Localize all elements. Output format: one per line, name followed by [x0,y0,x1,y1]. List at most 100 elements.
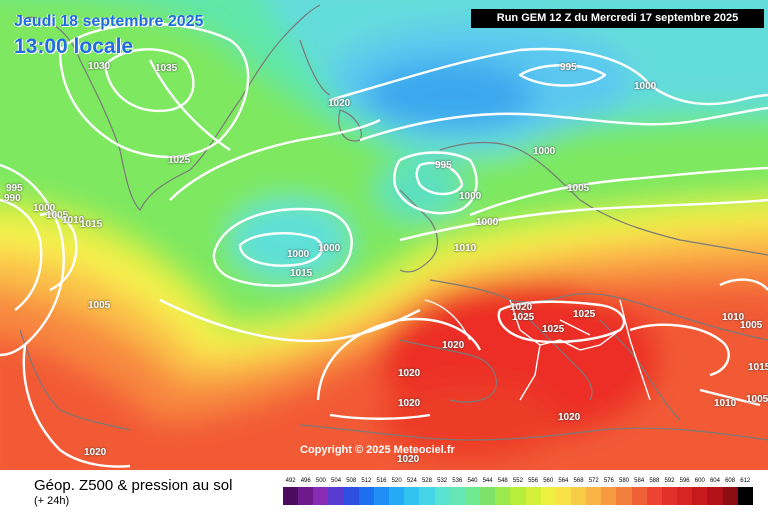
color-scale-swatch [358,487,374,505]
color-scale-swatch [722,487,738,505]
color-scale-swatch [328,487,344,505]
color-scale-swatch [540,487,556,505]
isobar-label: 1025 [542,324,565,335]
color-scale-swatch [737,487,753,505]
isobar-label: 1010 [454,243,477,254]
color-scale-tick-label: 492 [285,478,296,484]
isobar-label: 1005 [46,210,69,221]
isobar-label: 1005 [88,300,111,311]
color-scale-tick-label: 512 [361,478,372,484]
isobar-label: 1020 [510,302,533,313]
isobar-label: 1020 [84,447,107,458]
color-scale-tick-label: 552 [512,478,523,484]
isobar-label: 1000 [476,217,499,228]
isobar-label: 1030 [88,61,111,72]
color-scale-swatch [419,487,435,505]
forecast-local-time: 13:00 locale [14,35,134,58]
isobar-label: 1010 [62,215,85,226]
isobar-label: 1020 [398,398,421,409]
isobar-label: 990 [4,193,21,204]
isobar-label: 1015 [80,219,103,230]
color-scale-swatch [373,487,390,505]
isobar-label: 1015 [290,268,313,279]
isobar-label: 1000 [33,203,56,214]
color-scale-ticks: 492 496 500 504 508 512 516 520 524 528 532 536 540 5… [283,478,753,484]
isobar-label: 1000 [318,243,341,254]
color-scale-swatch [510,487,526,505]
color-scale-swatch [707,487,723,505]
isobar-label: 1000 [287,249,310,260]
color-scale-tick-label: 504 [331,478,342,484]
isobar-label: 995 [560,62,577,73]
color-scale-tick-label: 500 [315,478,326,484]
color-scale-swatch [677,487,693,505]
isobar-label: 1020 [398,368,421,379]
isobar-label: 1005 [567,183,590,194]
color-scale-tick-label: 560 [543,478,554,484]
copyright-notice: Copyright © 2025 Meteociel.fr [300,444,455,456]
color-scale-swatch [495,487,511,505]
color-scale-tick-label: 604 [709,478,720,484]
isobar-label: 1020 [442,340,465,351]
color-scale-tick-label: 516 [376,478,387,484]
isobar-label: 1010 [722,312,745,323]
color-scale-swatch [555,487,571,505]
isobar-label: 995 [6,183,23,194]
color-scale-tick-label: 580 [619,478,630,484]
color-scale-swatch [586,487,602,505]
color-scale-swatch [525,487,541,505]
color-scale-swatch [313,487,329,505]
color-scale-tick-label: 532 [437,478,448,484]
color-scale-swatch [570,487,587,505]
color-scale-swatch [480,487,496,505]
color-scale-tick-label: 612 [740,478,751,484]
color-scale-swatch [434,487,450,505]
color-scale-tick-label: 536 [452,478,463,484]
legend-title: Géop. Z500 & pression au sol [34,477,233,494]
color-scale-tick-label: 548 [497,478,508,484]
color-scale-swatch [389,487,405,505]
color-scale-tick-label: 608 [725,478,736,484]
geopotential-pressure-map [0,0,768,470]
color-scale-tick-label: 596 [679,478,690,484]
color-scale-tick-label: 572 [588,478,599,484]
isobar-label: 1005 [746,394,768,405]
color-scale-swatch [464,487,481,505]
color-scale-tick-label: 540 [467,478,478,484]
isobar-label: 1005 [740,320,763,331]
color-scale-tick-label: 556 [528,478,539,484]
isobar-label: 1020 [397,454,420,465]
isobar-label: 1000 [459,191,482,202]
color-scale-tick-label: 584 [634,478,645,484]
color-scale-swatch [601,487,617,505]
isobar-label: 1025 [573,309,596,320]
color-scale-swatch [646,487,662,505]
isobar-label: 1010 [714,398,737,409]
color-scale-swatch [661,487,678,505]
color-scale-tick-label: 588 [649,478,660,484]
color-scale-tick-label: 496 [300,478,311,484]
isobar-label: 1020 [558,412,581,423]
color-scale-swatch [631,487,647,505]
forecast-date: Jeudi 18 septembre 2025 [14,13,204,30]
isobar-label: 1000 [634,81,657,92]
color-scale-swatch [298,487,314,505]
color-scale-tick-label: 564 [558,478,569,484]
color-scale-swatch [449,487,465,505]
color-scale: 492 496 500 504 508 512 516 520 524 528 532 536 540 5… [283,478,753,505]
color-scale-swatch [692,487,708,505]
color-scale-swatch [343,487,359,505]
isobar-label: 1025 [168,155,191,166]
color-scale-bar [283,487,753,505]
legend-subtitle: (+ 24h) [34,495,70,507]
isobar-label: 1015 [748,362,768,373]
isobar-label: 1000 [533,146,556,157]
isobar-label: 1025 [512,312,535,323]
color-scale-tick-label: 508 [346,478,357,484]
color-scale-tick-label: 600 [694,478,705,484]
color-scale-tick-label: 524 [406,478,417,484]
model-run-banner: Run GEM 12 Z du Mercredi 17 septembre 20… [471,9,764,28]
color-scale-swatch [404,487,420,505]
color-scale-swatch [283,487,299,505]
